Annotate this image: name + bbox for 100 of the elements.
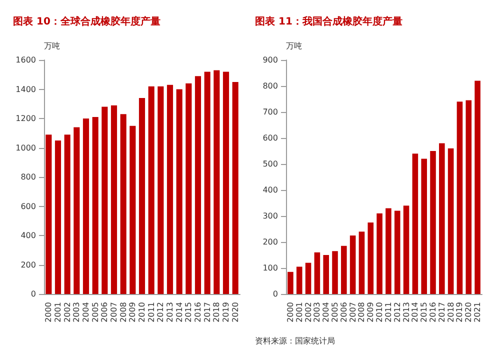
x-tick-label: 2020	[464, 302, 474, 322]
chart-title: 图表 10：全球合成橡胶年度产量	[13, 16, 160, 28]
x-tick-label: 2014	[410, 302, 420, 322]
x-tick-label: 2011	[146, 302, 156, 322]
bar	[350, 236, 356, 294]
y-tick-label: 600	[262, 134, 278, 142]
x-tick-label: 2013	[166, 302, 174, 322]
y-tick-label: 900	[262, 56, 278, 64]
x-tick-label: 2001	[54, 302, 62, 322]
bar	[74, 127, 80, 294]
bar	[296, 266, 302, 294]
bar	[430, 151, 436, 294]
bar	[176, 89, 182, 294]
x-tick-label: 2012	[392, 302, 402, 322]
y-tick-label: 700	[262, 108, 278, 116]
y-tick-label: 1200	[16, 114, 36, 123]
bar	[358, 232, 365, 294]
bar	[64, 134, 70, 294]
bar	[421, 158, 427, 294]
x-tick-label: 2014	[174, 302, 184, 322]
x-tick-label: 2021	[473, 302, 482, 322]
bar	[403, 206, 410, 294]
x-tick-label: 2003	[72, 302, 82, 322]
x-tick-label: 2008	[118, 302, 128, 322]
x-tick-label: 2016	[194, 302, 202, 322]
bar	[448, 148, 454, 294]
x-tick-label: 2009	[366, 302, 376, 322]
y-tick-label: 600	[20, 202, 36, 211]
bar	[368, 222, 374, 294]
bar	[194, 76, 202, 294]
x-tick-label: 2019	[222, 302, 230, 322]
y-tick-label: 800	[262, 82, 278, 90]
x-tick-label: 2012	[156, 302, 166, 322]
x-tick-label: 2018	[212, 302, 222, 322]
bar	[305, 262, 312, 294]
bar	[110, 105, 118, 294]
bar	[54, 140, 62, 294]
bar	[186, 83, 192, 294]
x-tick-label: 2015	[420, 302, 429, 322]
x-tick-label: 2004	[322, 302, 331, 322]
y-tick-label: 1000	[16, 143, 36, 152]
bar	[82, 118, 90, 294]
y-tick-label: 100	[262, 264, 278, 272]
bar	[120, 114, 126, 294]
bar	[439, 143, 445, 294]
x-tick-label: 2010	[375, 302, 384, 322]
x-tick-label: 2002	[62, 302, 72, 322]
bar	[341, 246, 347, 294]
x-tick-label: 2006	[100, 302, 110, 322]
bar	[412, 154, 418, 294]
y-tick-label: 400	[262, 186, 278, 194]
bar	[102, 106, 108, 294]
bar	[466, 100, 472, 294]
bar	[148, 86, 154, 294]
y-tick-label: 400	[20, 231, 36, 240]
y-tick-label: 300	[262, 212, 278, 220]
x-tick-label: 2016	[428, 302, 438, 322]
bar	[376, 213, 382, 294]
x-tick-label: 2010	[138, 302, 146, 322]
x-tick-label: 2005	[90, 302, 100, 322]
x-tick-label: 2011	[384, 302, 393, 322]
bar	[130, 126, 136, 294]
x-tick-label: 2006	[339, 302, 348, 322]
y-tick-label: 500	[262, 160, 278, 168]
bar	[158, 86, 164, 294]
bar	[288, 272, 294, 294]
bar	[204, 72, 210, 294]
x-tick-label: 2017	[437, 302, 446, 322]
x-tick-label: 2017	[202, 302, 212, 322]
y-tick-label: 200	[262, 238, 278, 246]
bar	[92, 117, 98, 294]
x-tick-label: 2007	[348, 302, 358, 322]
y-tick-label: 200	[20, 260, 36, 270]
x-tick-label: 2015	[184, 302, 194, 322]
x-tick-label: 2007	[110, 302, 118, 322]
y-tick-label: 0	[272, 290, 278, 298]
x-tick-label: 2013	[402, 302, 411, 322]
x-tick-label: 2004	[82, 302, 90, 322]
bar	[232, 82, 238, 294]
x-tick-label: 2000	[286, 302, 295, 322]
y-axis-title: 万吨	[44, 42, 60, 50]
bar	[214, 70, 220, 294]
bar	[46, 134, 52, 294]
x-tick-label: 2020	[230, 302, 240, 322]
bar	[332, 251, 338, 294]
x-tick-label: 2002	[304, 302, 313, 322]
x-tick-label: 2000	[44, 302, 54, 322]
text: 资料来源：国家统计局	[255, 336, 335, 346]
bar	[386, 208, 392, 294]
bar	[323, 255, 329, 294]
bar	[138, 98, 146, 294]
x-tick-label: 2009	[128, 302, 138, 322]
y-tick-label: 1600	[16, 56, 36, 64]
y-tick-label: 1400	[16, 84, 36, 94]
bar	[314, 252, 320, 294]
x-tick-label: 2018	[446, 302, 456, 322]
x-tick-label: 2001	[294, 302, 304, 322]
chart-title: 图表 11：我国合成橡胶年度产量	[255, 16, 402, 28]
x-tick-label: 2008	[357, 302, 366, 322]
bar	[394, 210, 400, 294]
